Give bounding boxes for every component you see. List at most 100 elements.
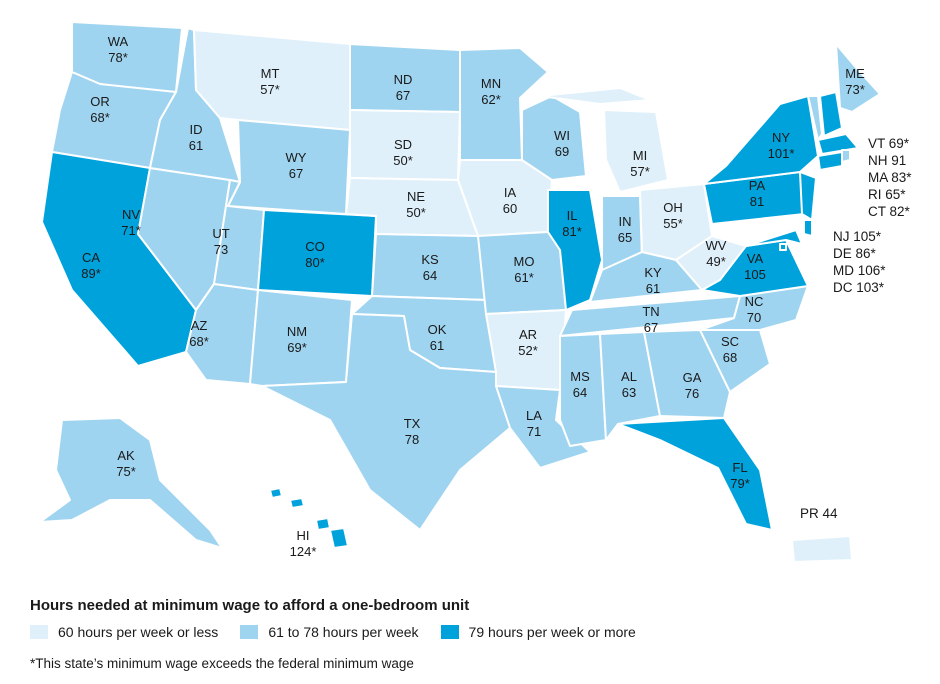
legend-label-high: 79 hours per week or more xyxy=(468,624,636,640)
state-abbr-ky: KY xyxy=(644,265,662,280)
state-abbr-ca: CA xyxy=(82,250,100,265)
state-fl xyxy=(617,417,773,531)
label-vt: VT 69* xyxy=(868,136,910,151)
state-abbr-ks: KS xyxy=(421,252,439,267)
state-abbr-id: ID xyxy=(190,122,203,137)
state-value-al: 63 xyxy=(622,385,636,400)
legend-title: Hours needed at minimum wage to afford a… xyxy=(30,597,470,614)
legend-item-low: 60 hours per week or less xyxy=(30,624,218,640)
state-abbr-la: LA xyxy=(526,408,542,423)
small-state-labels-mid-atlantic: NJ 105* DE 86* MD 106* DC 103* xyxy=(833,228,886,296)
legend: 60 hours per week or less 61 to 78 hours… xyxy=(30,624,658,640)
state-abbr-wv: WV xyxy=(706,238,727,253)
state-value-mn: 62* xyxy=(481,92,501,107)
state-value-mt: 57* xyxy=(260,82,280,97)
state-value-wv: 49* xyxy=(706,254,726,269)
state-abbr-ak: AK xyxy=(117,448,135,463)
state-abbr-az: AZ xyxy=(191,318,208,333)
state-value-id: 61 xyxy=(189,138,203,153)
state-abbr-al: AL xyxy=(621,369,637,384)
state-value-wa: 78* xyxy=(108,50,128,65)
state-abbr-ny: NY xyxy=(772,130,790,145)
small-state-labels-ne: VT 69* NH 91 MA 83* RI 65* CT 82* xyxy=(868,135,912,220)
legend-swatch-low xyxy=(30,625,48,639)
label-pr: PR 44 xyxy=(800,506,838,521)
state-pr xyxy=(791,535,853,563)
state-value-ak: 75* xyxy=(116,464,136,479)
state-value-wy: 67 xyxy=(289,166,303,181)
state-value-il: 81* xyxy=(562,224,582,239)
state-value-nd: 67 xyxy=(396,88,410,103)
state-ri xyxy=(841,149,851,163)
state-abbr-mt: MT xyxy=(261,66,280,81)
state-value-ia: 60 xyxy=(503,201,517,216)
state-abbr-wi: WI xyxy=(554,128,570,143)
label-md: MD 106* xyxy=(833,263,886,278)
state-abbr-mo: MO xyxy=(514,254,535,269)
state-value-az: 68* xyxy=(189,334,209,349)
state-abbr-me: ME xyxy=(845,66,865,81)
legend-label-mid: 61 to 78 hours per week xyxy=(268,624,419,640)
state-abbr-wa: WA xyxy=(108,34,129,49)
state-nj xyxy=(799,171,817,221)
state-ga xyxy=(643,329,731,419)
state-abbr-ms: MS xyxy=(570,369,590,384)
legend-swatch-mid xyxy=(240,625,259,639)
state-hi xyxy=(269,487,349,549)
state-value-tn: 67 xyxy=(644,320,658,335)
state-md xyxy=(745,229,803,247)
state-value-ms: 64 xyxy=(573,385,587,400)
state-abbr-va: VA xyxy=(747,251,764,266)
state-abbr-ar: AR xyxy=(519,327,537,342)
state-abbr-sd: SD xyxy=(394,137,412,152)
state-value-hi: 124* xyxy=(290,544,317,559)
state-value-oh: 55* xyxy=(663,216,683,231)
label-ct: CT 82* xyxy=(868,204,910,219)
state-me xyxy=(835,43,881,113)
state-abbr-il: IL xyxy=(567,208,578,223)
state-value-ga: 76 xyxy=(685,386,699,401)
state-value-la: 71 xyxy=(527,424,541,439)
state-mi xyxy=(539,87,669,193)
state-abbr-ga: GA xyxy=(683,370,702,385)
state-tx xyxy=(261,313,511,531)
state-abbr-ok: OK xyxy=(428,322,447,337)
state-ct xyxy=(817,151,843,171)
state-abbr-co: CO xyxy=(305,239,325,254)
state-value-ks: 64 xyxy=(423,268,437,283)
label-ma: MA 83* xyxy=(868,170,912,185)
label-nj: NJ 105* xyxy=(833,229,882,244)
state-de xyxy=(803,219,813,237)
state-value-nm: 69* xyxy=(287,340,307,355)
label-dc: DC 103* xyxy=(833,280,885,295)
state-il xyxy=(547,189,603,311)
state-value-me: 73* xyxy=(845,82,865,97)
state-ak xyxy=(39,417,223,549)
state-abbr-ne: NE xyxy=(407,189,425,204)
state-value-sd: 50* xyxy=(393,153,413,168)
state-value-ar: 52* xyxy=(518,343,538,358)
state-value-mi: 57* xyxy=(630,164,650,179)
state-value-ca: 89* xyxy=(81,266,101,281)
state-abbr-nm: NM xyxy=(287,324,307,339)
state-value-nc: 70 xyxy=(747,310,761,325)
state-nh xyxy=(819,91,843,137)
state-abbr-nd: ND xyxy=(394,72,413,87)
state-wv xyxy=(675,235,747,291)
state-abbr-hi: HI xyxy=(297,528,310,543)
state-value-or: 68* xyxy=(90,110,110,125)
state-id xyxy=(149,27,241,183)
state-value-fl: 79* xyxy=(730,476,750,491)
state-value-ut: 73 xyxy=(214,242,228,257)
state-ms xyxy=(559,333,607,447)
legend-item-high: 79 hours per week or more xyxy=(440,624,636,640)
state-abbr-ut: UT xyxy=(212,226,229,241)
state-abbr-wy: WY xyxy=(286,150,307,165)
state-value-co: 80* xyxy=(305,255,325,270)
state-value-ok: 61 xyxy=(430,338,444,353)
state-abbr-tn: TN xyxy=(642,304,659,319)
state-value-tx: 78 xyxy=(405,432,419,447)
state-value-ky: 61 xyxy=(646,281,660,296)
legend-item-mid: 61 to 78 hours per week xyxy=(240,624,419,640)
state-ny xyxy=(703,95,819,185)
